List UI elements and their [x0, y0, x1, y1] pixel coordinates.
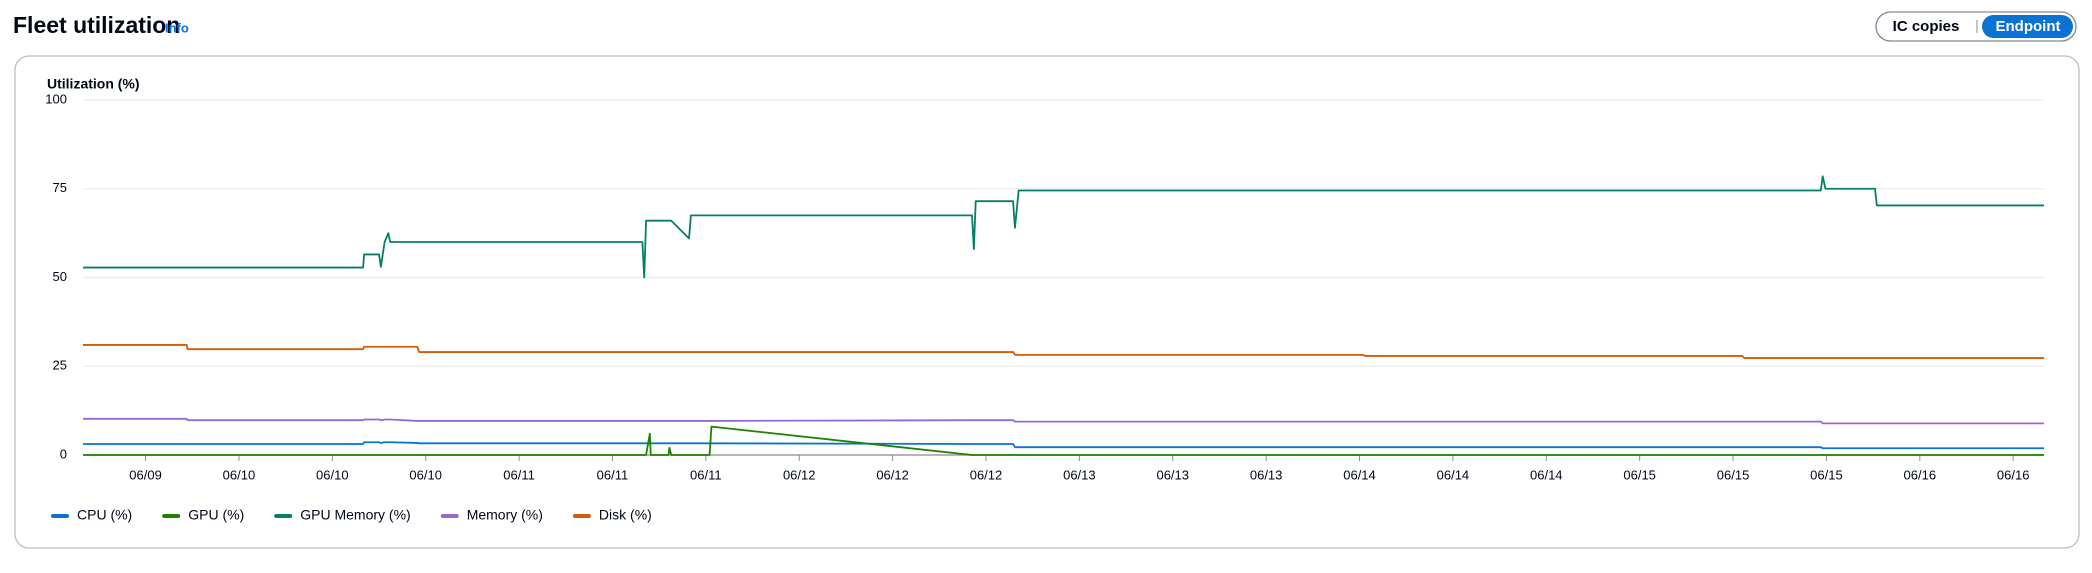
series-line	[83, 441, 2044, 450]
x-tick-label: 06/13	[1250, 467, 1283, 482]
y-axis-label: Utilization (%)	[47, 76, 140, 92]
series-line	[83, 344, 2044, 359]
legend-label: Memory (%)	[467, 507, 543, 523]
x-tick-label: 06/10	[223, 467, 256, 482]
y-tick-label: 25	[53, 358, 67, 373]
x-tick-label: 06/09	[129, 467, 162, 482]
series-line	[83, 175, 2044, 279]
x-tick-label: 06/12	[783, 467, 816, 482]
x-tick-label: 06/13	[1156, 467, 1189, 482]
x-tick-label: 06/10	[409, 467, 442, 482]
x-tick-label: 06/11	[503, 467, 535, 482]
y-tick-label: 50	[53, 269, 67, 284]
x-tick-label: 06/15	[1717, 467, 1750, 482]
y-tick-label: 0	[60, 446, 67, 461]
x-tick-label: 06/12	[970, 467, 1003, 482]
x-tick-label: 06/15	[1810, 467, 1843, 482]
legend-label: CPU (%)	[77, 507, 132, 523]
x-tick-label: 06/14	[1437, 467, 1470, 482]
y-tick-label: 100	[45, 91, 67, 106]
x-tick-label: 06/15	[1623, 467, 1656, 482]
panel-title: Fleet utilization	[13, 12, 180, 38]
toggle-option-selected[interactable]: Endpoint	[1996, 18, 2061, 35]
chart-card	[14, 55, 2080, 549]
x-tick-label: 06/12	[876, 467, 909, 482]
legend-label: GPU (%)	[188, 507, 244, 523]
toggle-selected-bg	[1982, 15, 2073, 38]
toggle-option[interactable]: IC copies	[1893, 18, 1960, 35]
plot: 0 25 50 75 100 06/09 06/10 06/10 06/10 06/11 06/11…	[45, 91, 2044, 523]
x-tick-label: 06/14	[1530, 467, 1563, 482]
y-tick-label: 75	[53, 180, 67, 195]
x-tick-label: 06/11	[597, 467, 629, 482]
x-tick-label: 06/13	[1063, 467, 1096, 482]
x-tick-label: 06/16	[1997, 467, 2030, 482]
x-tick-label: 06/16	[1904, 467, 1937, 482]
x-tick-label: 06/11	[690, 467, 722, 482]
x-tick-label: 06/14	[1343, 467, 1376, 482]
legend-label: GPU Memory (%)	[300, 507, 410, 523]
x-tick-label: 06/10	[316, 467, 349, 482]
series-line	[83, 417, 2044, 425]
legend-label: Disk (%)	[599, 507, 652, 523]
info-link[interactable]: Info	[165, 20, 189, 35]
series-line	[83, 425, 2044, 456]
